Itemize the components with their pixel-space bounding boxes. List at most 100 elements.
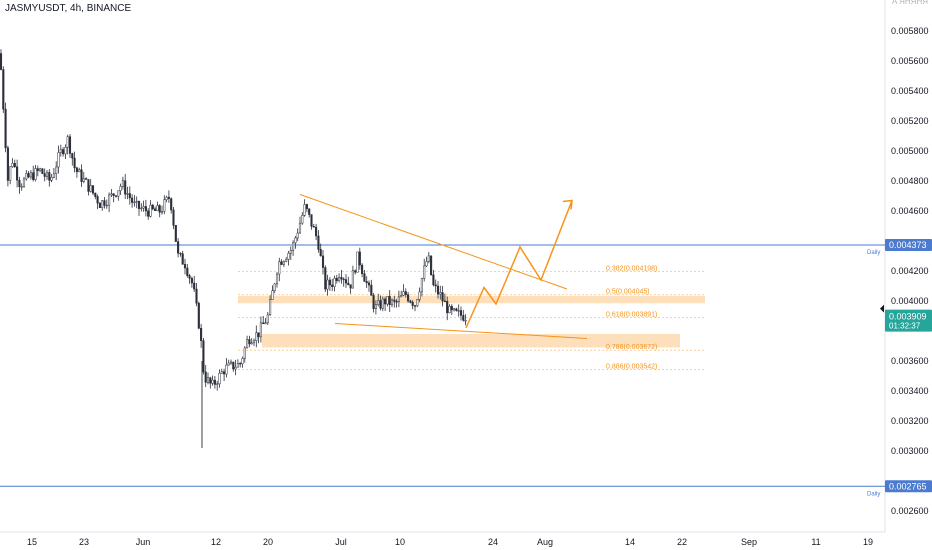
candle-body xyxy=(78,169,81,173)
time-tick-label: 19 xyxy=(863,537,873,547)
candle-body xyxy=(443,300,446,302)
candle-body xyxy=(108,194,111,206)
candle-body xyxy=(27,173,30,178)
candle-body xyxy=(255,332,258,341)
candle-body xyxy=(227,362,230,366)
trendline[interactable] xyxy=(334,323,588,339)
candle-body xyxy=(301,215,304,224)
candle-body xyxy=(163,199,166,212)
price-tick-label: 0.003400 xyxy=(891,386,929,396)
candle-body xyxy=(363,273,366,282)
candle-body xyxy=(144,206,147,212)
time-tick-label: 10 xyxy=(395,537,405,547)
candle-body xyxy=(0,53,3,70)
candle-body xyxy=(395,301,398,303)
daily-price-badge[interactable] xyxy=(885,239,932,252)
candle-body xyxy=(427,255,430,262)
candle-body xyxy=(167,196,170,199)
candle-body xyxy=(372,295,375,309)
time-tick-label: 22 xyxy=(677,537,687,547)
candle-body xyxy=(209,377,212,384)
candle-body xyxy=(57,152,60,168)
candle-body xyxy=(119,186,122,192)
candle-body xyxy=(457,310,460,312)
candle-body xyxy=(282,261,285,265)
projection-path[interactable] xyxy=(465,200,573,329)
trendline[interactable] xyxy=(299,194,568,290)
candle-body xyxy=(6,147,9,181)
price-tick-label: 0.003200 xyxy=(891,416,929,426)
candle-body xyxy=(280,261,283,265)
candle-body xyxy=(48,172,51,181)
candle-body xyxy=(156,205,159,211)
current-price-badge[interactable] xyxy=(885,309,932,332)
candle-body xyxy=(296,232,299,239)
candle-body xyxy=(39,168,42,171)
candle-body xyxy=(195,288,198,304)
candle-body xyxy=(243,347,246,359)
candle-body xyxy=(377,300,380,305)
time-tick-label: Sep xyxy=(741,537,757,547)
candle-body xyxy=(59,149,62,153)
candle-body xyxy=(257,332,260,338)
candle-body xyxy=(43,173,46,177)
time-tick-label: 24 xyxy=(488,537,498,547)
candle-body xyxy=(317,235,320,250)
time-tick-label: Aug xyxy=(537,537,553,547)
fib-level-label: 0.786(0.003672) xyxy=(606,344,657,351)
candle-body xyxy=(204,371,207,383)
time-tick-label: Jun xyxy=(136,537,151,547)
candle-body xyxy=(91,185,95,194)
candle-body xyxy=(289,250,292,254)
candle-body xyxy=(310,214,313,227)
time-tick-label: 14 xyxy=(625,537,635,547)
support-zone-rect[interactable] xyxy=(238,295,705,304)
candle-body xyxy=(356,251,359,273)
candle-body xyxy=(248,339,251,345)
time-tick-label: 12 xyxy=(211,537,221,547)
top-right-fragment: A ЯНЯНЯ xyxy=(892,0,928,6)
candle-body xyxy=(275,273,279,285)
candle-body xyxy=(232,361,235,370)
candle-body xyxy=(441,292,444,302)
candle-body xyxy=(331,284,334,287)
candle-body xyxy=(305,204,308,210)
candle-body xyxy=(349,284,352,289)
candle-body xyxy=(303,204,306,216)
candle-body xyxy=(404,291,407,295)
candle-body xyxy=(62,149,65,155)
price-tick-label: 0.002600 xyxy=(891,506,929,516)
fib-level-label: 0.5(0.004045) xyxy=(606,288,650,295)
candle-body xyxy=(183,264,187,269)
candle-body xyxy=(390,299,394,305)
candle-body xyxy=(273,283,276,291)
candle-body xyxy=(174,224,177,242)
candle-body xyxy=(121,180,124,187)
daily-price-badge-text: 0.004373 xyxy=(889,240,927,250)
candle-body xyxy=(9,166,12,181)
candle-body xyxy=(85,178,88,180)
candle-body xyxy=(20,186,23,188)
candle-body xyxy=(55,166,58,174)
candle-body xyxy=(259,322,262,338)
candle-body xyxy=(135,200,138,203)
candle-body xyxy=(338,277,341,281)
candle-body xyxy=(448,306,451,314)
candle-body xyxy=(250,342,253,345)
candle-body xyxy=(264,322,267,325)
candle-body xyxy=(223,371,226,375)
candle-body xyxy=(409,300,412,303)
candle-body xyxy=(170,198,173,211)
candle-body xyxy=(434,284,437,287)
candle-body xyxy=(418,291,421,300)
candle-body xyxy=(271,290,274,300)
candle-body xyxy=(246,339,249,349)
candle-body xyxy=(71,153,74,159)
price-tick-label: 0.005200 xyxy=(891,116,929,126)
daily-price-badge[interactable] xyxy=(885,480,932,493)
candle-body xyxy=(361,264,364,274)
candle-body xyxy=(340,277,343,280)
candle-body xyxy=(439,292,442,295)
